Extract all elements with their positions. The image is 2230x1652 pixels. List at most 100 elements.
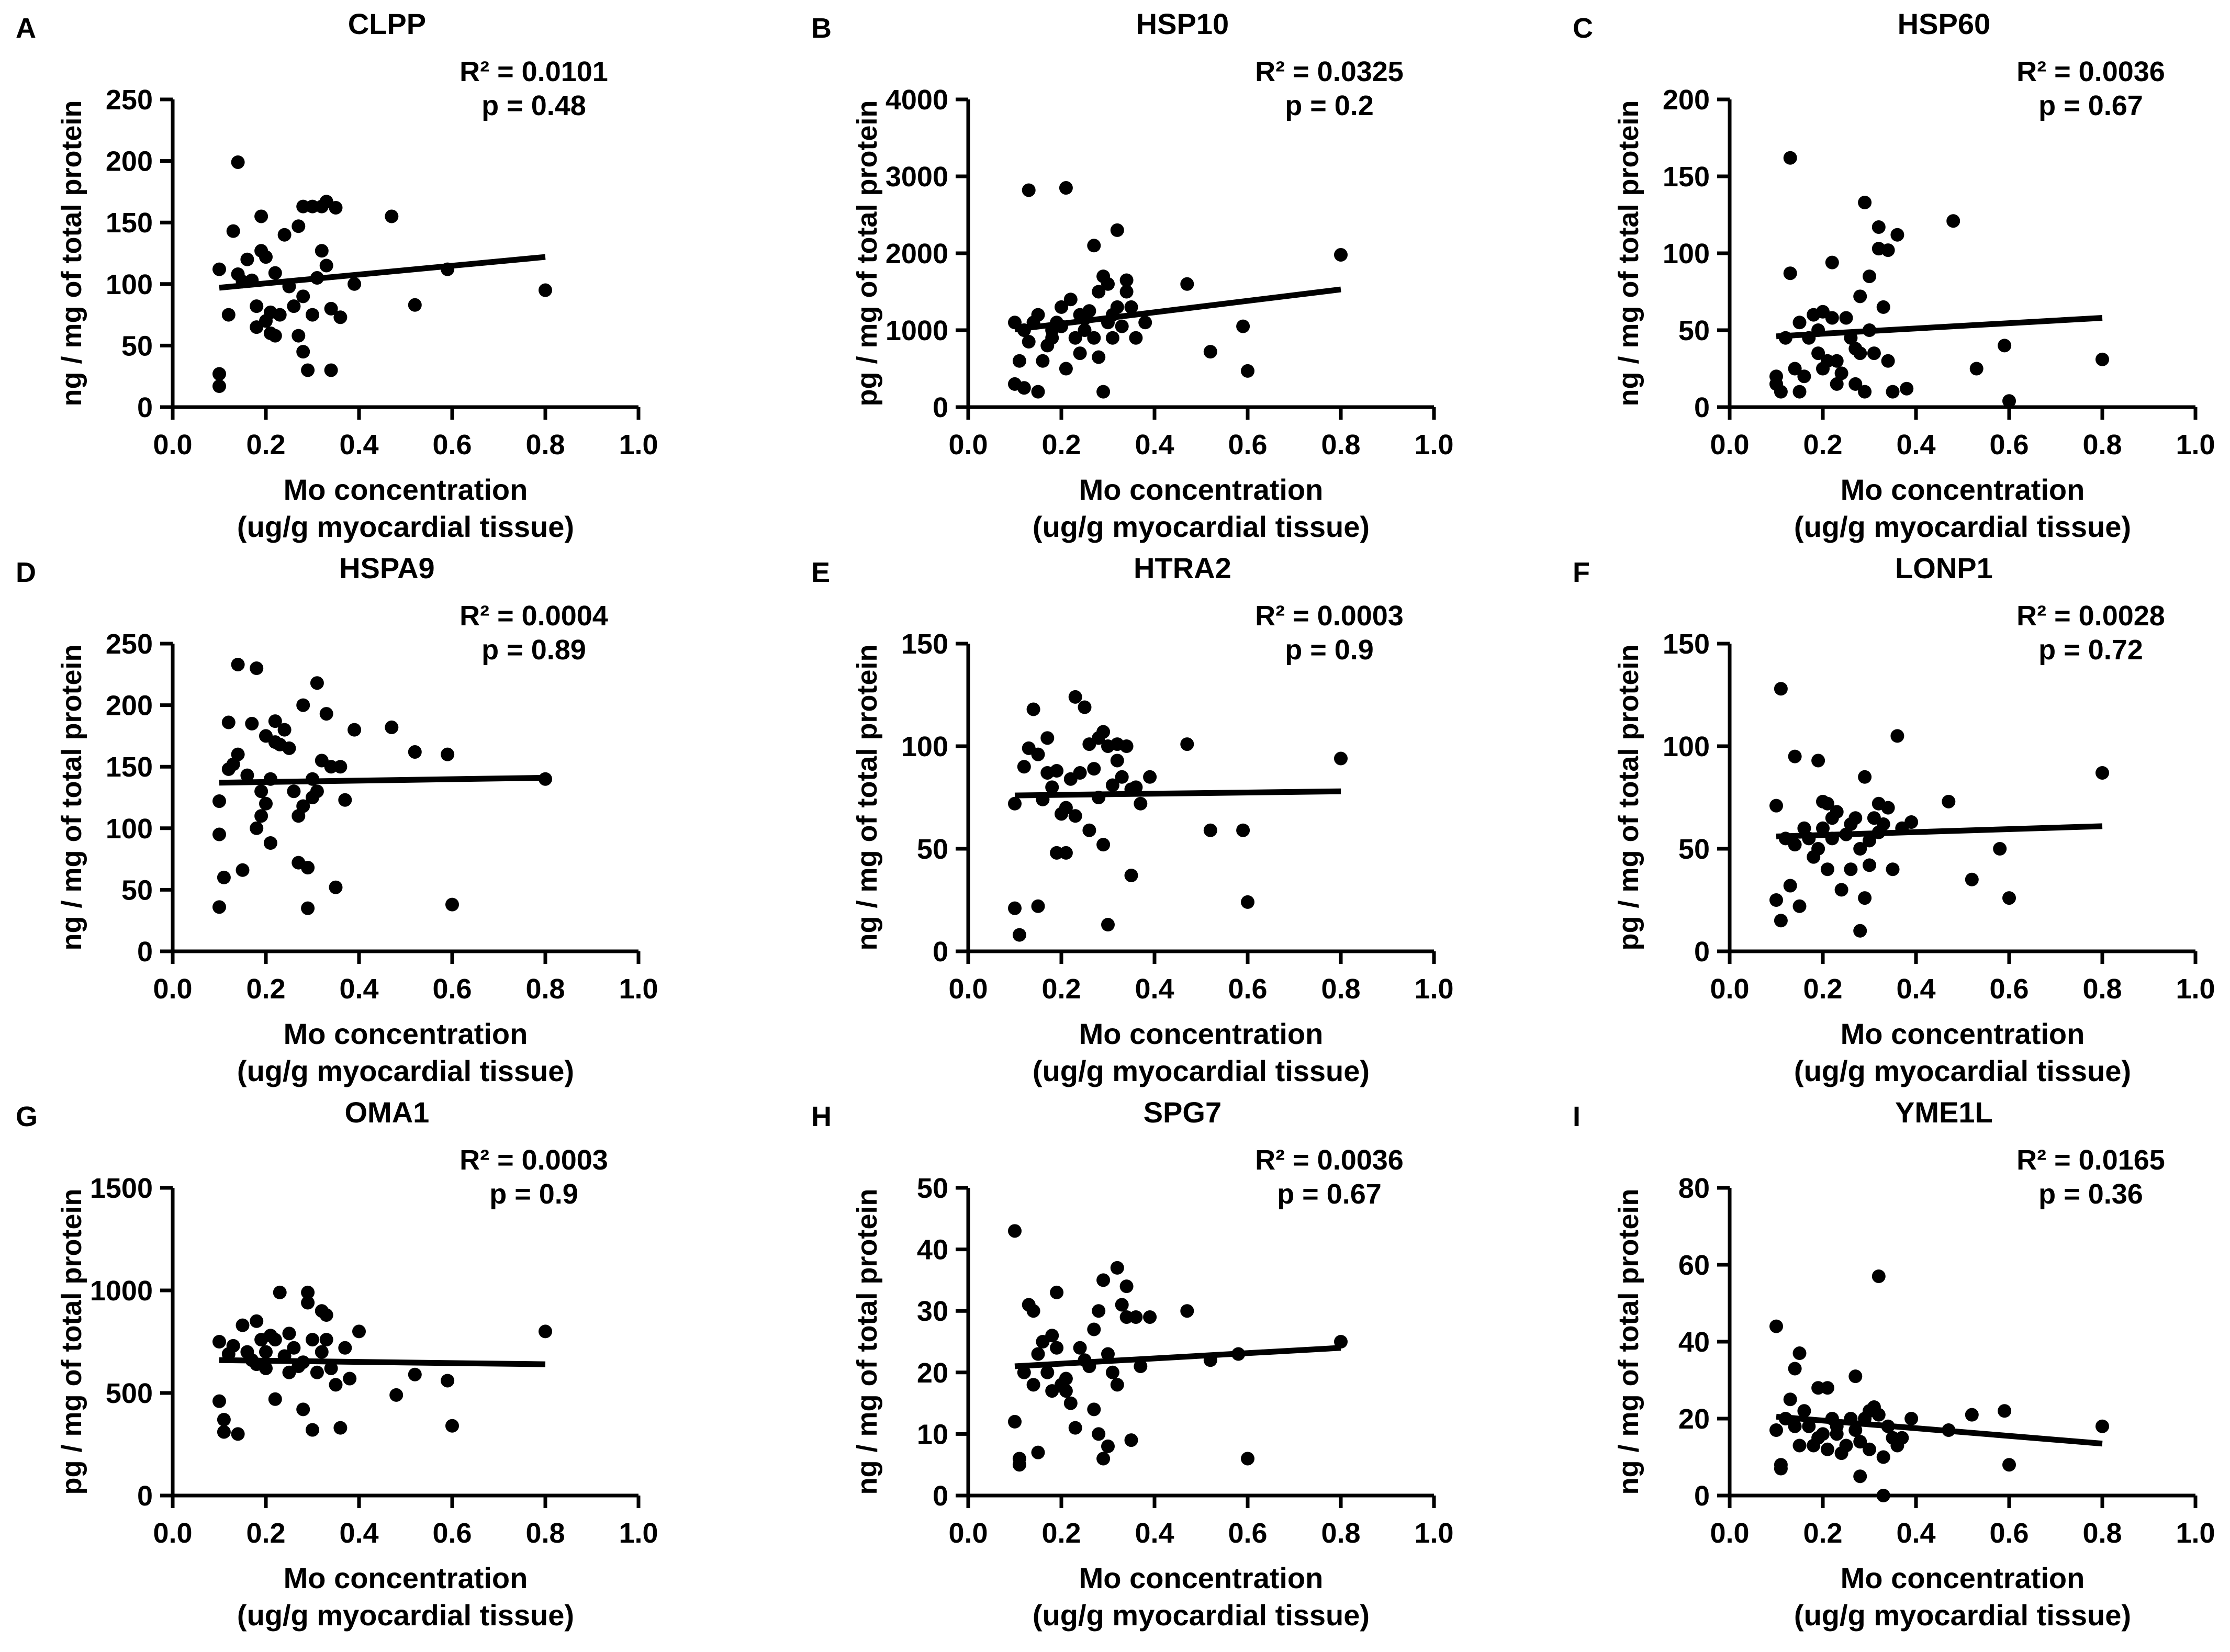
y-tick-label: 0	[137, 936, 153, 968]
data-point	[348, 723, 362, 737]
y-axis-label: ng / mg of total protein	[56, 645, 87, 951]
x-tick-label: 0.0	[1710, 1518, 1749, 1549]
data-point	[1848, 811, 1863, 825]
x-axis-label: Mo concentration	[1841, 1561, 2085, 1594]
regression-line	[1776, 1413, 2103, 1447]
data-point	[1008, 1224, 1022, 1238]
y-axis-label: ng / mg of total protein	[56, 100, 87, 407]
x-tick-label: 0.2	[1041, 973, 1081, 1005]
data-point	[268, 1392, 282, 1406]
x-axis-label-units: (ug/g myocardial tissue)	[1794, 1599, 2131, 1632]
data-point	[1031, 1445, 1045, 1459]
data-point	[1863, 269, 1876, 284]
data-point	[1012, 1452, 1026, 1466]
data-point	[1119, 1310, 1134, 1324]
data-point	[301, 1285, 315, 1299]
data-point	[268, 714, 282, 728]
data-point	[1129, 1310, 1143, 1324]
panel-title: LONP1	[1895, 552, 1993, 585]
data-point	[1998, 1404, 2012, 1418]
r-squared-label: R² = 0.0325	[1255, 56, 1404, 87]
x-tick-label: 1.0	[1414, 429, 1453, 460]
y-tick-label: 150	[106, 751, 153, 783]
x-axis-label: Mo concentration	[1079, 1017, 1324, 1050]
y-tick-label: 0	[1694, 392, 1710, 423]
data-point	[338, 1341, 352, 1355]
x-tick-label: 0.2	[246, 429, 285, 460]
y-axis-label: ng / mg of total protein	[851, 1189, 883, 1495]
data-point	[389, 1388, 404, 1402]
data-point	[1788, 362, 1802, 376]
y-tick-label: 20	[917, 1357, 948, 1389]
p-value-label: p = 0.67	[2038, 90, 2143, 121]
y-tick-label: 200	[1663, 84, 1710, 116]
data-point	[1096, 1452, 1111, 1466]
p-value-label: p = 0.48	[481, 90, 586, 121]
panel-title: SPG7	[1144, 1096, 1222, 1129]
data-point	[1890, 228, 1904, 242]
data-point	[268, 266, 282, 280]
data-point	[1825, 255, 1839, 269]
y-tick-label: 0	[1694, 1480, 1710, 1512]
data-point	[319, 1333, 333, 1347]
panel-h: H SPG7 0 10 20 30 40 50 0.0 0.2 0.4 0.6 0.8 1.0 Mo con…	[811, 1096, 1454, 1632]
data-point	[1774, 1462, 1788, 1476]
x-axis-label-units: (ug/g myocardial tissue)	[1033, 1599, 1370, 1632]
data-point	[1059, 801, 1073, 815]
x-tick-label: 0.6	[1989, 429, 2029, 460]
data-point	[1087, 1322, 1101, 1336]
x-tick-label: 0.8	[1321, 429, 1360, 460]
data-point	[1092, 350, 1106, 364]
y-tick-label: 0	[933, 392, 948, 423]
data-point	[1096, 1273, 1111, 1287]
data-point	[263, 836, 277, 850]
data-point	[1834, 883, 1848, 897]
data-point	[1863, 834, 1876, 848]
data-point	[1769, 893, 1783, 907]
data-point	[1820, 796, 1834, 811]
data-point	[1811, 1381, 1825, 1395]
panel-letter: A	[16, 13, 36, 44]
data-point	[217, 1412, 231, 1426]
y-axis-label: ng / mg of total protein	[1613, 1189, 1644, 1495]
data-point	[287, 1341, 301, 1355]
data-point	[259, 250, 273, 264]
data-point	[1068, 690, 1082, 704]
data-point	[1946, 214, 1960, 228]
data-point	[301, 861, 315, 875]
data-point	[250, 299, 264, 313]
data-point	[296, 289, 310, 304]
data-point	[231, 657, 245, 671]
data-point	[1073, 1341, 1087, 1355]
data-point	[1059, 181, 1073, 195]
x-tick-label: 0.4	[339, 1518, 378, 1549]
data-point	[282, 1327, 296, 1341]
data-point	[1334, 751, 1348, 766]
data-point	[1853, 1469, 1867, 1484]
y-axis-label: ng / mg of total protein	[851, 645, 883, 951]
data-point	[1087, 331, 1101, 345]
data-point	[1078, 323, 1092, 337]
data-point	[1872, 1269, 1886, 1284]
y-tick-label: 20	[1678, 1403, 1710, 1435]
data-point	[1830, 354, 1844, 368]
data-point	[254, 784, 268, 799]
data-point	[1092, 1427, 1106, 1441]
data-point	[292, 219, 306, 233]
x-tick-label: 0.8	[2082, 973, 2122, 1005]
data-point	[217, 1425, 231, 1439]
data-point	[1008, 1414, 1022, 1429]
data-point	[1078, 700, 1092, 714]
regression-line	[219, 254, 546, 291]
data-point	[221, 715, 236, 729]
y-tick-label: 500	[106, 1378, 153, 1409]
data-point	[1008, 901, 1022, 915]
data-point	[1890, 729, 1904, 743]
panel-letter: F	[1573, 557, 1590, 588]
r-squared-label: R² = 0.0003	[460, 1144, 608, 1176]
data-point	[1334, 248, 1348, 262]
data-point	[1853, 346, 1867, 361]
data-point	[301, 901, 315, 915]
x-tick-label: 0.2	[246, 1518, 285, 1549]
y-tick-label: 150	[106, 207, 153, 239]
